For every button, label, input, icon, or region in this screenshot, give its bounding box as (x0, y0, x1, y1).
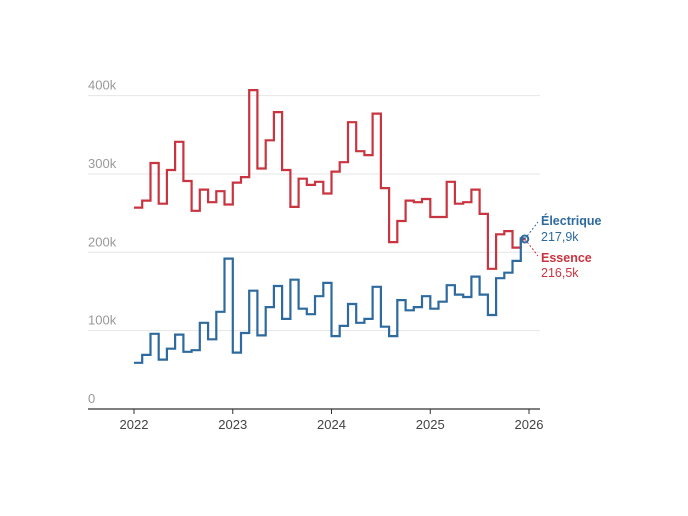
electrique-value: 217,9k (541, 230, 579, 244)
y-tick-label: 300k (88, 156, 117, 171)
essence-label: Essence (541, 251, 592, 265)
x-tick-label: 2026 (515, 417, 544, 432)
series-line-essence (134, 89, 525, 270)
x-tick-label: 2023 (218, 417, 247, 432)
y-tick-label: 100k (88, 313, 117, 328)
series-line-electrique (134, 237, 525, 364)
electrique-label: Électrique (541, 213, 601, 228)
y-tick-label: 400k (88, 78, 117, 93)
y-tick-label: 200k (88, 234, 117, 249)
essence-leader-line (524, 238, 539, 257)
essence-value: 216,5k (541, 266, 579, 280)
electrique-leader-line (524, 221, 539, 240)
end-point-marker (520, 234, 530, 244)
x-tick-label: 2024 (317, 417, 346, 432)
x-tick-label: 2022 (120, 417, 149, 432)
y-tick-label: 0 (88, 391, 95, 406)
x-tick-label: 2025 (416, 417, 445, 432)
